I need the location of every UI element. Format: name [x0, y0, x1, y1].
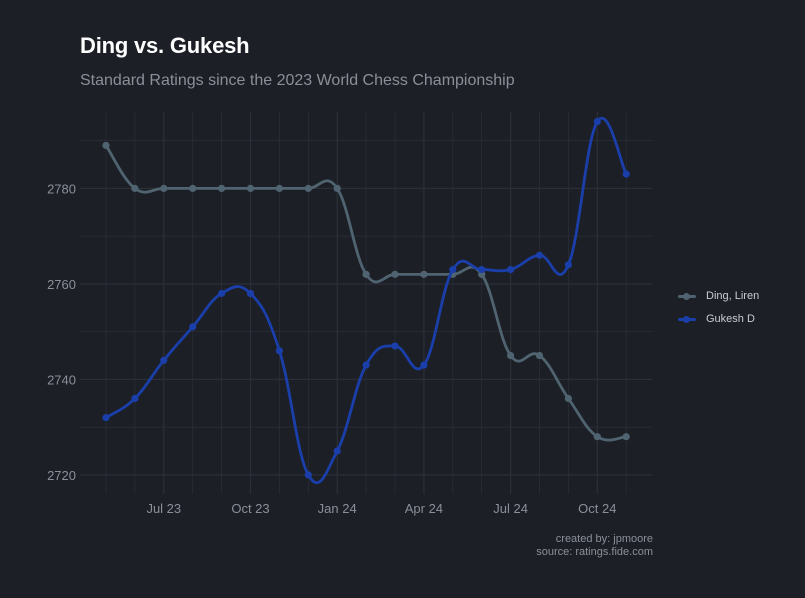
x-tick-label: Oct 24: [578, 501, 616, 516]
x-tick-label: Jul 23: [146, 501, 181, 516]
data-point-ding: [593, 433, 601, 441]
data-point-ding: [420, 270, 428, 278]
grid-minor: [80, 112, 652, 494]
data-point-ding: [362, 270, 370, 278]
series-layer: [102, 116, 630, 484]
data-point-ding: [333, 184, 341, 192]
data-point-ding: [304, 184, 312, 192]
chart-subtitle: Standard Ratings since the 2023 World Ch…: [80, 72, 515, 89]
data-point-gukesh: [564, 261, 573, 269]
data-point-gukesh: [420, 361, 428, 369]
data-point-ding: [131, 184, 139, 192]
data-point-ding: [275, 184, 283, 192]
x-tick-label: Jan 24: [318, 501, 357, 516]
x-tick-label: Oct 23: [231, 501, 269, 516]
data-point-gukesh: [362, 361, 370, 369]
data-point-gukesh: [535, 251, 544, 259]
data-point-gukesh: [246, 289, 255, 298]
legend-item-ding: Ding, Liren: [676, 284, 759, 307]
x-tick-label: Apr 24: [405, 501, 443, 516]
data-point-ding: [564, 394, 573, 403]
legend-key-ding: [676, 289, 696, 303]
data-point-gukesh: [160, 356, 168, 364]
data-point-gukesh: [189, 323, 197, 331]
data-point-gukesh: [593, 117, 601, 126]
data-point-ding: [189, 184, 197, 192]
data-point-gukesh: [391, 342, 399, 350]
x-tick-label: Jul 24: [493, 501, 528, 516]
y-tick-label: 2740: [47, 372, 76, 387]
data-point-gukesh: [218, 289, 226, 298]
legend: Ding, Liren Gukesh D: [676, 284, 759, 330]
data-point-ding: [246, 184, 255, 192]
data-point-gukesh: [304, 471, 312, 479]
data-point-gukesh: [478, 265, 486, 274]
chart-title: Ding vs. Gukesh: [80, 33, 250, 58]
y-tick-label: 2720: [47, 468, 76, 483]
data-point-gukesh: [449, 265, 457, 274]
data-point-gukesh: [507, 265, 515, 274]
y-tick-label: 2780: [47, 181, 76, 196]
data-point-ding: [507, 351, 515, 360]
data-point-ding: [535, 351, 544, 360]
legend-key-gukesh: [676, 312, 696, 326]
data-point-gukesh: [102, 414, 110, 422]
data-point-ding: [391, 270, 399, 278]
data-point-gukesh: [333, 447, 341, 455]
data-point-gukesh: [131, 394, 139, 403]
legend-label-gukesh: Gukesh D: [706, 312, 755, 325]
data-point-ding: [218, 184, 226, 192]
data-point-gukesh: [622, 170, 630, 178]
series-line-gukesh: [104, 116, 628, 484]
y-tick-label: 2760: [47, 277, 76, 292]
data-point-gukesh: [275, 347, 283, 355]
data-point-ding: [622, 433, 630, 441]
data-point-ding: [102, 141, 110, 150]
caption-source: source: ratings.fide.com: [536, 546, 653, 558]
legend-item-gukesh: Gukesh D: [676, 307, 759, 330]
legend-label-ding: Ding, Liren: [706, 289, 760, 302]
axis-labels: 2720 2740 2760 2780 Jul 23 Oct 23 Jan 24 Apr 24…: [47, 181, 616, 516]
caption-author: created by: jpmoore: [555, 533, 653, 545]
data-point-ding: [160, 184, 168, 192]
